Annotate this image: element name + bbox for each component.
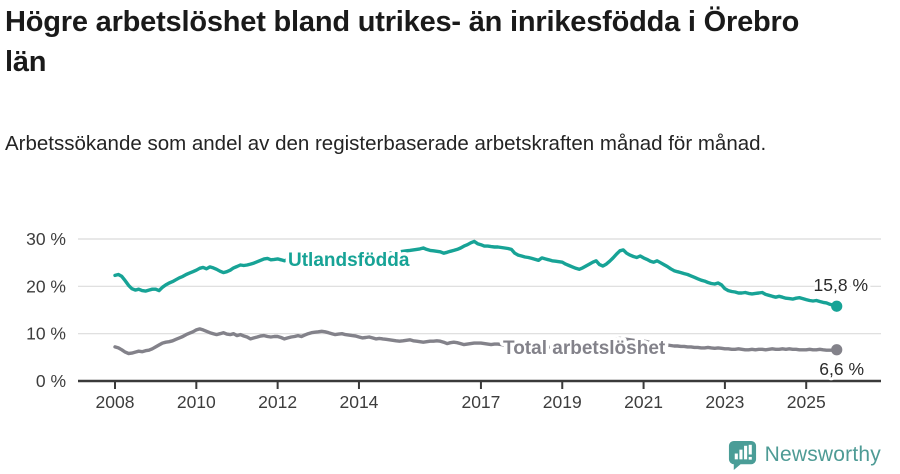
series-end-dot-utlandsf-dda — [831, 300, 843, 312]
end-value-label-utlandsf-dda: 15,8 % — [814, 275, 868, 295]
series-end-dot-total-arbetsl-shet — [831, 344, 843, 356]
x-axis-label-2017: 2017 — [461, 392, 500, 412]
y-axis-label-10: 10 % — [26, 324, 66, 344]
x-axis-label-2021: 2021 — [624, 392, 663, 412]
y-axis-label-0: 0 % — [36, 371, 66, 391]
y-axis-label-20: 20 % — [26, 276, 66, 296]
series-line-utlandsf-dda — [113, 239, 839, 308]
series-line-total-arbetsl-shet — [113, 327, 839, 356]
x-axis-label-2025: 2025 — [787, 392, 826, 412]
series-label-total-arbetsl-shet: Total arbetslöshet — [503, 338, 666, 359]
x-axis-label-2012: 2012 — [258, 392, 297, 412]
series-label-utlandsf-dda: Utlandsfödda — [288, 250, 410, 271]
chart-title: Högre arbetslöshet bland utrikes- än inr… — [5, 6, 800, 79]
newsworthy-logo-icon — [728, 440, 756, 470]
y-axis-label-30: 30 % — [26, 229, 66, 249]
x-axis-label-2008: 2008 — [96, 392, 135, 412]
x-axis-label-2014: 2014 — [339, 392, 378, 412]
end-value-label-total-arbetsl-shet: 6,6 % — [819, 359, 864, 379]
x-axis-label-2019: 2019 — [543, 392, 582, 412]
x-axis-label-2010: 2010 — [177, 392, 216, 412]
chart-subtitle: Arbetssökande som andel av den registerb… — [5, 132, 767, 155]
newsworthy-logo: Newsworthy — [727, 439, 881, 470]
newsworthy-logo-text: Newsworthy — [764, 442, 881, 466]
x-axis-label-2023: 2023 — [705, 392, 744, 412]
